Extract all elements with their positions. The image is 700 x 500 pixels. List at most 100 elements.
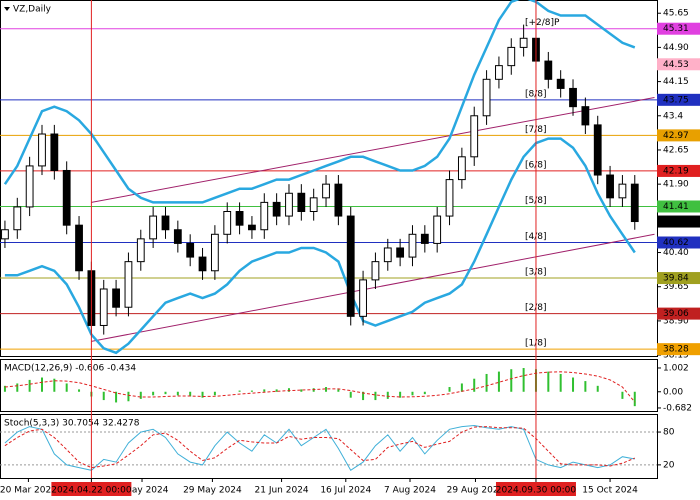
candle-body: [309, 197, 318, 213]
y-tick-label: 44.90: [663, 43, 689, 53]
x-tick-label: 15 Oct 2024: [582, 486, 638, 496]
candle-body: [322, 183, 330, 199]
candle-body: [593, 124, 602, 176]
level-tag-label: 39.84: [663, 274, 689, 284]
level-tag-label: 43.75: [663, 95, 689, 105]
x-tick-label: 29 Aug 2024: [447, 486, 505, 496]
candle-body: [606, 174, 614, 199]
level-tag-label: 45.31: [663, 24, 689, 34]
candle-body: [161, 215, 170, 231]
level-tag-label: 41.41: [663, 202, 689, 212]
panel-title: Stoch(5,3,3) 30.7054 32.4278: [4, 419, 140, 429]
x-tick-highlight: [51, 482, 132, 496]
level-tag-label: 44.53: [663, 60, 689, 70]
candle-body: [223, 211, 232, 235]
x-tick-label: 6 May 2024: [116, 486, 169, 496]
candle-body: [248, 224, 256, 231]
candle-body: [260, 201, 269, 231]
candle-body: [470, 115, 479, 158]
x-tick-label: 7 Aug 2024: [384, 486, 436, 496]
candle-body: [618, 183, 627, 199]
x-tick-label: 20 Mar 2024: [0, 486, 57, 496]
candle-body: [112, 288, 120, 308]
level-tag: [657, 307, 700, 320]
y-tick-label: 80: [663, 428, 675, 438]
level-tag: [657, 272, 700, 285]
level-tag: [657, 200, 700, 213]
level-tag: [657, 129, 700, 142]
x-tick-highlight: [495, 482, 576, 496]
candle-body: [334, 183, 343, 217]
y-tick-label: -0.682: [663, 403, 692, 413]
chart-title: VZ,Daily: [13, 5, 52, 15]
candle-body: [383, 247, 392, 263]
channel-line: [91, 233, 655, 342]
panel-title: MACD(12,26,9) -0.606 -0.434: [4, 364, 136, 374]
candle-body: [272, 201, 281, 217]
y-tick-label: 40.40: [663, 248, 689, 258]
y-tick-label: 39.65: [663, 282, 689, 292]
candle-body: [235, 211, 244, 226]
level-tag: [657, 58, 700, 71]
candle-body: [285, 192, 293, 217]
bollinger-band: [4, 137, 636, 355]
candle-body: [457, 156, 466, 181]
candle-body: [124, 261, 133, 308]
y-tick-label: 41.90: [663, 180, 689, 190]
level-tag-label: 40.62: [663, 238, 689, 248]
panel-frame: [0, 0, 658, 357]
x-tick-label: 29 May 2024: [183, 486, 242, 496]
candle-body: [445, 179, 454, 217]
candle-body: [50, 133, 59, 171]
candle-body: [173, 229, 182, 244]
level-tag-label: 42.19: [663, 166, 689, 176]
candle-body: [408, 233, 417, 258]
y-tick-label: 38.90: [663, 316, 689, 326]
channel-line: [91, 97, 655, 203]
candle-body: [359, 279, 367, 317]
candle-body: [136, 238, 145, 263]
last-price-tag: [657, 215, 700, 228]
y-tick-label: 42.65: [663, 145, 689, 155]
candle-body: [569, 87, 577, 108]
candle-body: [186, 242, 195, 258]
candle-body: [420, 233, 429, 244]
candle-body: [198, 256, 207, 272]
candle-body: [346, 215, 355, 317]
y-tick-label: 45.65: [663, 9, 689, 19]
candle-body: [13, 206, 22, 231]
bollinger-band: [3, 0, 636, 204]
y-tick-label: 1.002: [663, 363, 689, 373]
y-tick-label: 20: [663, 460, 675, 470]
level-tag: [657, 22, 700, 35]
candle-body: [149, 215, 158, 240]
candle-body: [1, 229, 9, 240]
title-icon: [4, 7, 10, 11]
y-tick-label: 43.4: [663, 111, 683, 121]
candle-body: [630, 183, 639, 223]
candle-body: [297, 192, 306, 213]
candle-body: [62, 169, 71, 226]
last-price-label: 41.08: [663, 217, 689, 227]
level-tag: [657, 164, 700, 177]
candle-body: [38, 133, 46, 167]
candle-body: [556, 78, 565, 89]
y-tick-label: 38.15: [663, 351, 689, 361]
x-tick-label: 21 Jun 2024: [255, 486, 309, 496]
stoch-line: [4, 426, 635, 469]
signal-line: [4, 371, 636, 403]
candle-body: [544, 60, 553, 80]
candle-body: [519, 37, 528, 48]
candle-body: [581, 106, 590, 126]
level-tag: [657, 93, 700, 106]
candle-body: [75, 224, 83, 272]
candle-body: [210, 233, 219, 272]
level-tag: [657, 343, 700, 356]
panel-frame: [0, 359, 658, 412]
candle-body: [371, 261, 380, 281]
candle-body: [99, 288, 108, 326]
x-tick-label: 2024.09.30 00:00: [496, 486, 577, 496]
murrey-label: [+2/8]P: [525, 18, 560, 28]
y-tick-label: 44.15: [663, 77, 689, 87]
